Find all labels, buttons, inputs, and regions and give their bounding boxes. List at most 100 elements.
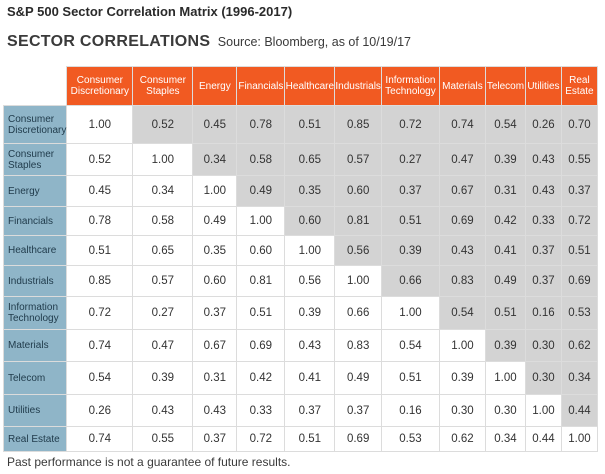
correlation-cell: 0.67 [192,329,238,362]
row-label: Information Technology [2,296,68,330]
correlation-cell: 0.49 [236,175,286,207]
table-row: Industrials 0.85 0.57 0.60 0.81 0.56 1.00 0.66 0… [2,265,598,297]
correlation-cell: 0.78 [66,206,134,236]
correlation-cell: 0.49 [192,206,238,236]
correlation-cell: 0.44 [524,426,562,452]
correlation-cell: 0.69 [560,265,598,297]
correlation-cell: 0.39 [484,143,526,176]
column-header: Healthcare [284,66,336,106]
correlation-cell: 0.54 [438,296,486,330]
correlation-cell: 0.51 [560,235,598,266]
correlation-cell: 1.00 [284,235,336,266]
correlation-cell: 0.58 [132,206,194,236]
correlation-cell: 1.00 [484,361,526,395]
table-row: Real Estate 0.74 0.55 0.37 0.72 0.51 0.69 0.53 0… [2,426,598,452]
correlation-cell: 0.30 [484,394,526,427]
column-header: Real Estate [560,66,598,106]
table-row: Materials 0.74 0.47 0.67 0.69 0.43 0.83 0.54 1.0… [2,329,598,362]
correlation-cell: 0.47 [132,329,194,362]
correlation-cell: 0.62 [438,426,486,452]
table-row: Telecom 0.54 0.39 0.31 0.42 0.41 0.49 0.51 0.39 1… [2,361,598,395]
correlation-cell: 0.41 [484,235,526,266]
correlation-cell: 0.44 [560,394,598,427]
correlation-cell: 0.45 [66,175,134,207]
correlation-cell: 0.51 [380,206,440,236]
correlation-cell: 1.00 [560,426,598,452]
chart-title: S&P 500 Sector Correlation Matrix (1996-… [7,4,293,19]
correlation-cell: 0.72 [560,206,598,236]
correlation-cell: 0.33 [236,394,286,427]
correlation-cell: 0.30 [438,394,486,427]
row-label: Materials [2,329,68,362]
correlation-cell: 0.56 [334,235,382,266]
correlation-cell: 0.74 [438,105,486,144]
correlation-cell: 0.74 [66,426,134,452]
correlation-cell: 0.81 [236,265,286,297]
correlation-cell: 0.37 [334,394,382,427]
column-header: Industrials [334,66,382,106]
correlation-cell: 0.37 [524,235,562,266]
correlation-cell: 0.34 [484,426,526,452]
correlation-cell: 0.57 [132,265,194,297]
correlation-cell: 1.00 [236,206,286,236]
correlation-cell: 0.39 [380,235,440,266]
correlation-cell: 0.34 [132,175,194,207]
section-heading: SECTOR CORRELATIONS [7,33,211,50]
correlation-cell: 0.51 [484,296,526,330]
correlation-cell: 0.54 [380,329,440,362]
correlation-cell: 0.72 [66,296,134,330]
correlation-cell: 0.74 [66,329,134,362]
correlation-cell: 0.62 [560,329,598,362]
correlation-cell: 0.37 [524,265,562,297]
correlation-cell: 0.60 [284,206,336,236]
correlation-cell: 0.37 [192,296,238,330]
column-header: Utilities [524,66,562,106]
correlation-cell: 0.45 [192,105,238,144]
correlation-cell: 0.53 [560,296,598,330]
correlation-cell: 0.51 [284,105,336,144]
correlation-cell: 0.51 [380,361,440,395]
table-row: Utilities 0.26 0.43 0.43 0.33 0.37 0.37 0.16 0.3… [2,394,598,427]
correlation-cell: 0.43 [438,235,486,266]
correlation-cell: 0.65 [284,143,336,176]
column-header: Information Technology [380,66,440,106]
correlation-cell: 0.85 [66,265,134,297]
correlation-cell: 0.57 [334,143,382,176]
correlation-cell: 0.60 [334,175,382,207]
correlation-cell: 1.00 [132,143,194,176]
correlation-cell: 0.27 [380,143,440,176]
correlation-cell: 0.54 [66,361,134,395]
correlation-cell: 0.65 [132,235,194,266]
correlation-cell: 1.00 [380,296,440,330]
correlation-cell: 0.34 [192,143,238,176]
correlation-cell: 0.83 [334,329,382,362]
correlation-cell: 0.85 [334,105,382,144]
correlation-cell: 0.51 [66,235,134,266]
correlation-cell: 0.52 [66,143,134,176]
correlation-cell: 0.37 [560,175,598,207]
correlation-cell: 0.42 [236,361,286,395]
correlation-cell: 0.60 [192,265,238,297]
correlation-cell: 0.53 [380,426,440,452]
correlation-cell: 0.37 [192,426,238,452]
correlation-cell: 0.69 [334,426,382,452]
correlation-cell: 0.72 [380,105,440,144]
correlation-cell: 0.56 [284,265,336,297]
column-header: Consumer Discretionary [66,66,134,106]
row-label: Utilities [2,394,68,427]
correlation-cell: 0.43 [524,143,562,176]
table-row: Energy 0.45 0.34 1.00 0.49 0.35 0.60 0.37 0.67 0.… [2,175,598,207]
column-header: Consumer Staples [132,66,194,106]
correlation-cell: 1.00 [66,105,134,144]
correlation-cell: 0.60 [236,235,286,266]
correlation-cell: 0.31 [484,175,526,207]
correlation-cell: 0.49 [334,361,382,395]
correlation-cell: 0.26 [66,394,134,427]
correlation-cell: 0.39 [438,361,486,395]
correlation-cell: 0.58 [236,143,286,176]
correlation-cell: 1.00 [334,265,382,297]
correlation-cell: 0.43 [284,329,336,362]
correlation-cell: 0.27 [132,296,194,330]
correlation-cell: 0.69 [236,329,286,362]
correlation-cell: 0.39 [284,296,336,330]
